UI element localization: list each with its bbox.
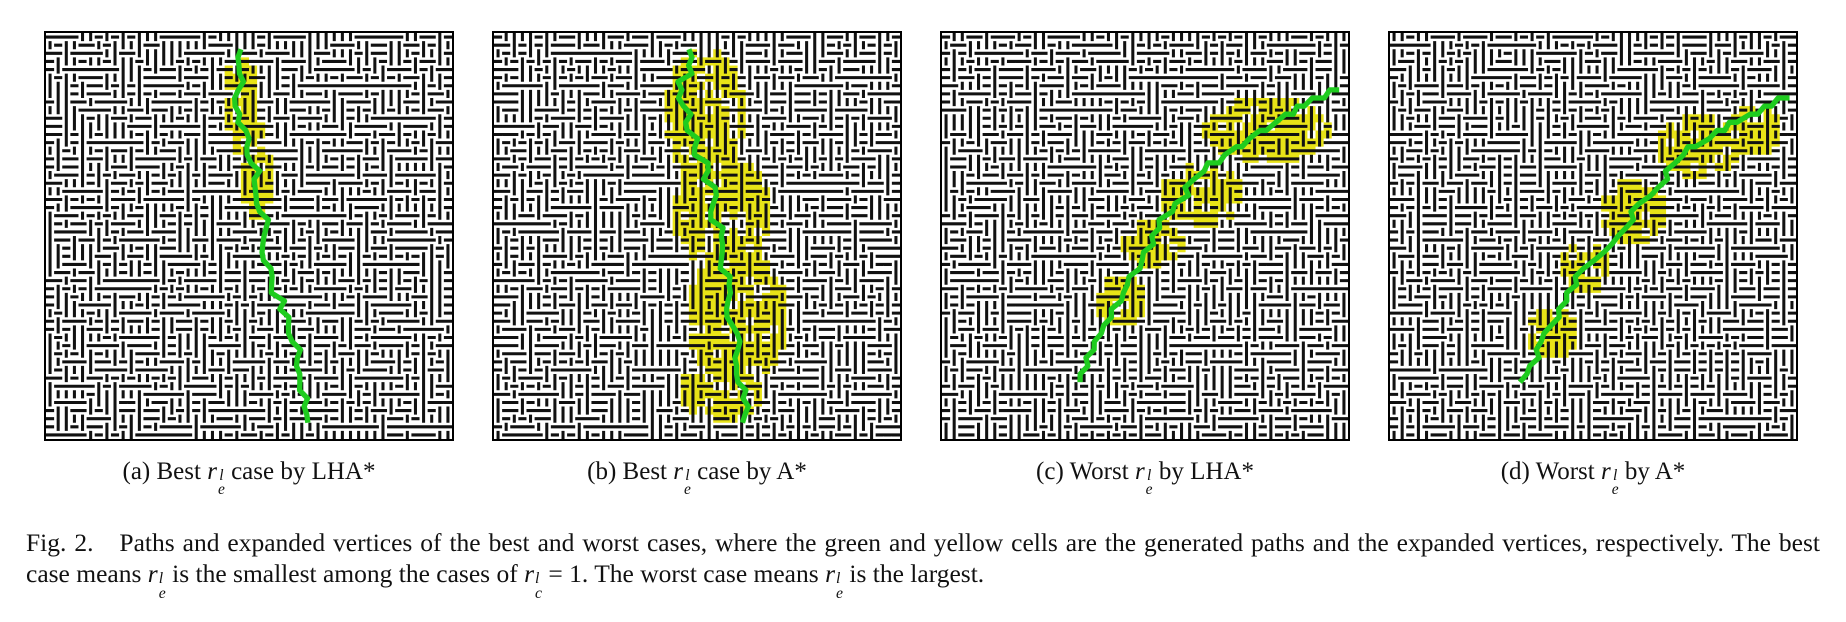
generated-path bbox=[675, 48, 751, 424]
expanded-vertices bbox=[1096, 97, 1332, 326]
subcaption-c-suffix: by LHA* bbox=[1158, 458, 1254, 485]
figure-caption: Fig. 2. Paths and expanded vertices of t… bbox=[26, 527, 1820, 602]
subcaption-d-prefix: (d) Worst bbox=[1500, 458, 1595, 485]
maze-c bbox=[942, 33, 1348, 439]
subcaption-a-prefix: (a) Best bbox=[122, 458, 201, 485]
maze-panel-d bbox=[1388, 31, 1798, 441]
maze-panel-b bbox=[492, 31, 902, 441]
maze-d bbox=[1390, 33, 1796, 439]
generated-path bbox=[231, 48, 311, 424]
generated-path bbox=[1077, 87, 1340, 383]
subcaption-b-suffix: case by A* bbox=[697, 458, 807, 485]
maze-panel-c bbox=[940, 31, 1350, 441]
subcaption-c-prefix: (c) Worst bbox=[1036, 458, 1129, 485]
caption-part2: is the smallest among the cases of bbox=[172, 559, 518, 588]
subcaption-b-prefix: (b) Best bbox=[587, 458, 668, 485]
caption-part4: is the largest. bbox=[849, 559, 985, 588]
maze-walls bbox=[942, 33, 1348, 439]
caption-equals: = 1. bbox=[548, 559, 589, 588]
generated-path bbox=[1517, 95, 1790, 384]
maze-walls bbox=[494, 33, 900, 439]
maze-b bbox=[494, 33, 900, 439]
maze-walls bbox=[1390, 33, 1796, 439]
maze-panel-a bbox=[44, 31, 454, 441]
caption-part1: Paths and expanded vertices of the best … bbox=[26, 528, 1820, 588]
maze-a bbox=[46, 33, 452, 439]
caption-part3: The worst case means bbox=[594, 559, 819, 588]
figure-label: Fig. 2. bbox=[26, 528, 94, 557]
subcaption-d-suffix: by A* bbox=[1624, 458, 1686, 485]
maze-walls bbox=[46, 33, 452, 439]
subcaption-a-suffix: case by LHA* bbox=[231, 458, 376, 485]
